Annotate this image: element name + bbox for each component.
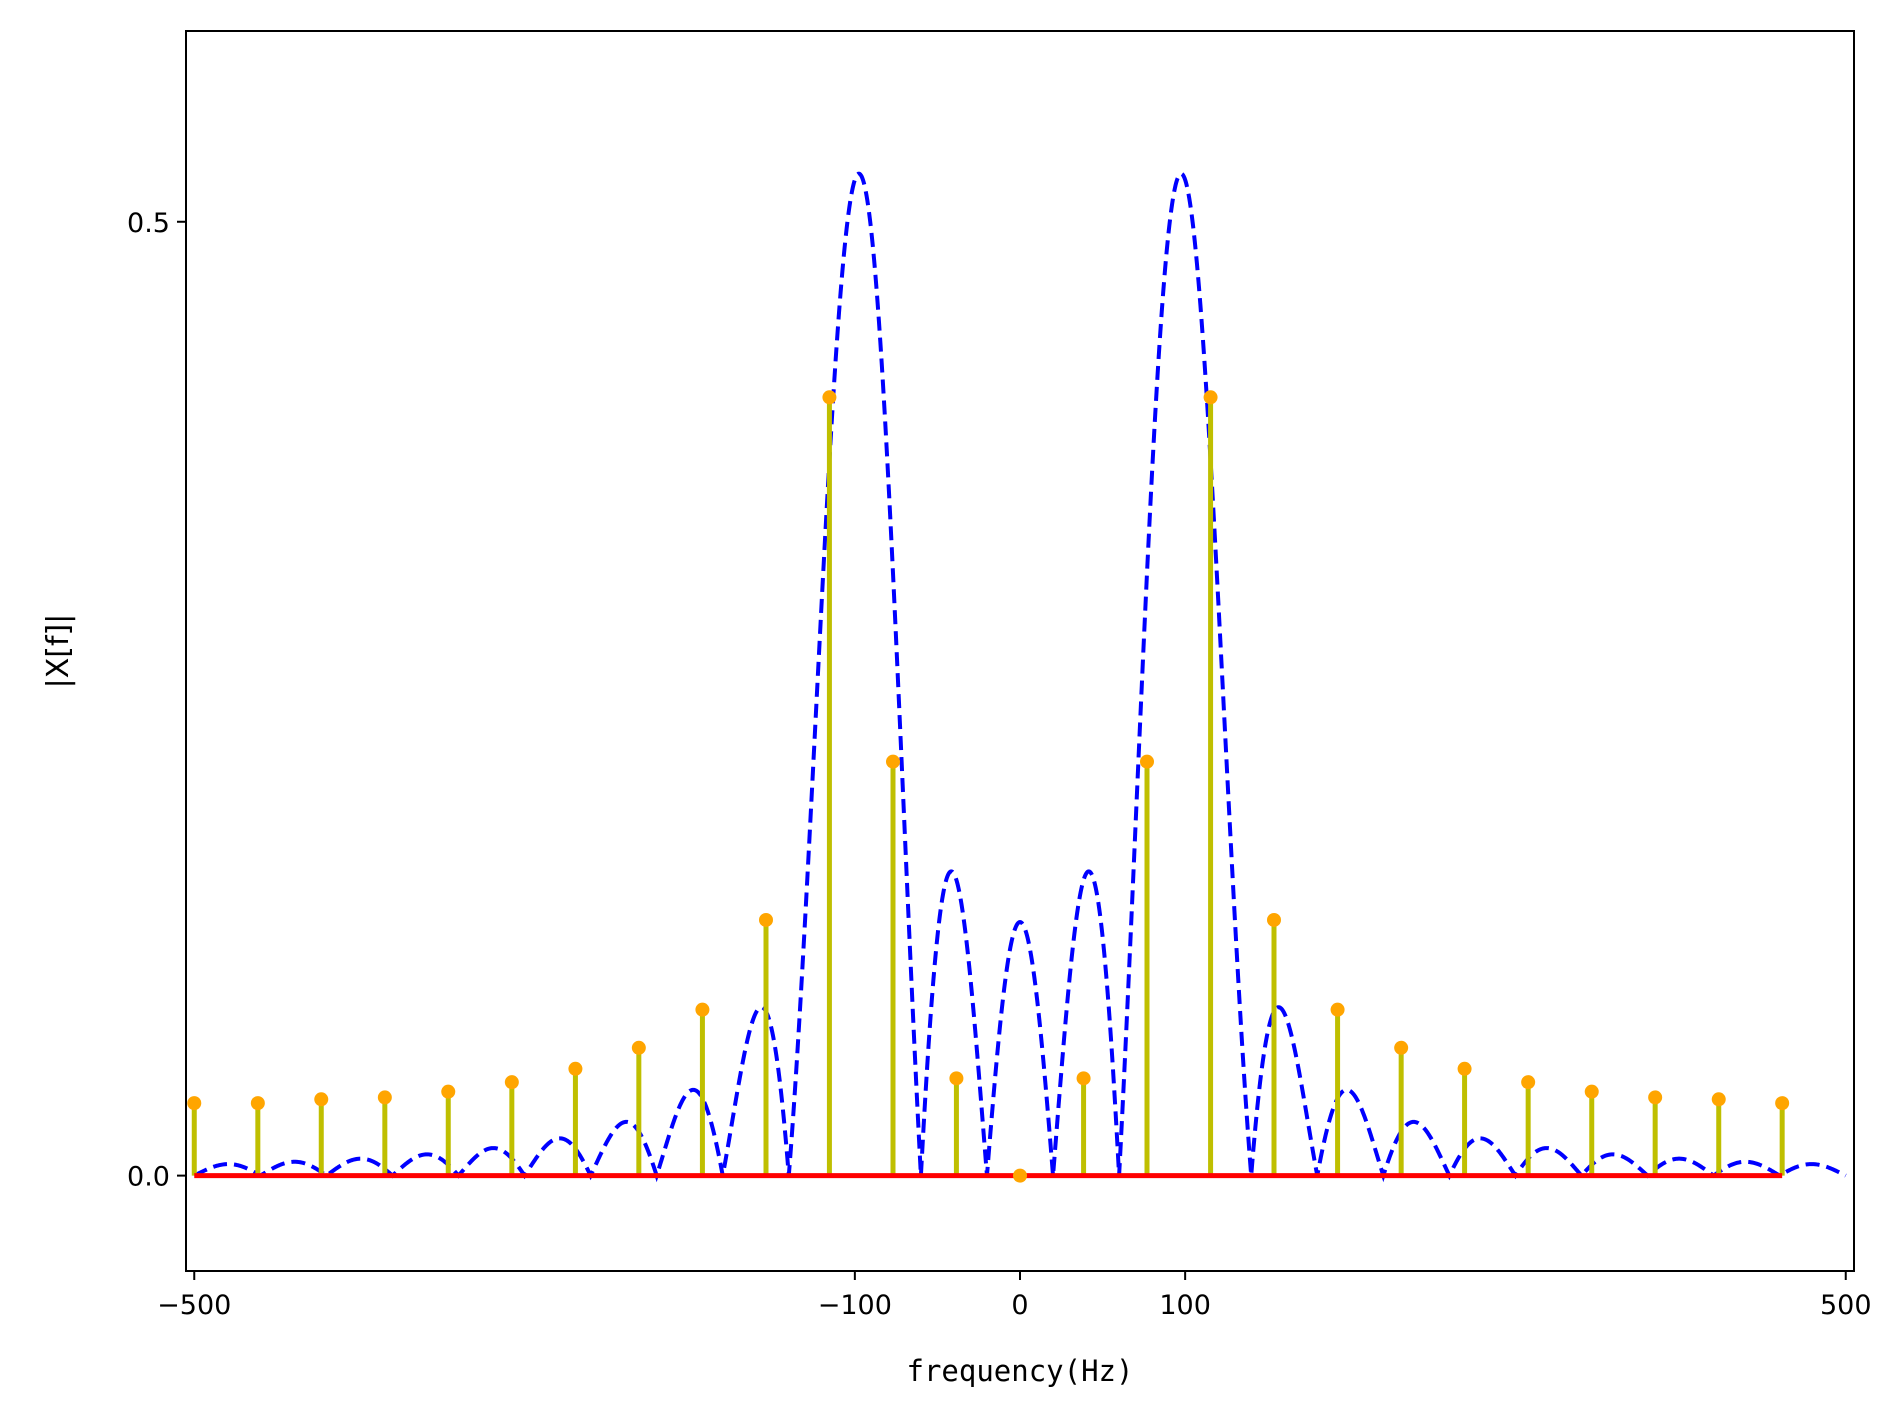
stem-marker (1648, 1090, 1663, 1105)
x-axis-label: frequency(Hz) (907, 1354, 1134, 1388)
stem-marker (631, 1040, 646, 1055)
stem-marker (1139, 754, 1154, 769)
y-tick-label: 0.0 (127, 1162, 170, 1193)
stem-marker (886, 754, 901, 769)
stem-marker (1711, 1092, 1726, 1107)
stem-marker (568, 1061, 583, 1076)
y-axis-label: |X[f]| (41, 614, 76, 689)
x-tick-label: 0 (1011, 1290, 1028, 1321)
stem-marker (314, 1092, 329, 1107)
x-tick-label: 500 (1820, 1290, 1872, 1321)
envelope-line (193, 171, 1847, 1183)
stem-marker (1203, 390, 1218, 405)
stem-marker (1584, 1084, 1599, 1099)
stem-marker (1266, 912, 1281, 927)
x-tick-label: −100 (818, 1290, 892, 1321)
stem-marker (504, 1075, 519, 1090)
stem-marker (187, 1096, 202, 1111)
x-tick-label: −500 (157, 1290, 231, 1321)
ticks-layer: −500 −100 0 100 500 0.0 0.5 (127, 208, 1871, 1321)
stem-marker (1076, 1071, 1091, 1086)
x-tick-label: 100 (1159, 1290, 1211, 1321)
stem-marker (695, 1002, 710, 1017)
stem-marker (441, 1084, 456, 1099)
plot-layer (187, 171, 1847, 1183)
stem-marker (1775, 1096, 1790, 1111)
stem-marker (250, 1096, 265, 1111)
stem-marker (1521, 1075, 1536, 1090)
stem-marker (822, 390, 837, 405)
stem-marker (1457, 1061, 1472, 1076)
stem-marker (1330, 1002, 1345, 1017)
y-tick-label: 0.5 (127, 208, 170, 239)
stem-marker (1013, 1168, 1027, 1183)
stem-marker (949, 1071, 964, 1086)
stem-marker (377, 1090, 392, 1105)
stem-marker (759, 912, 774, 927)
stem-marker (1394, 1040, 1409, 1055)
